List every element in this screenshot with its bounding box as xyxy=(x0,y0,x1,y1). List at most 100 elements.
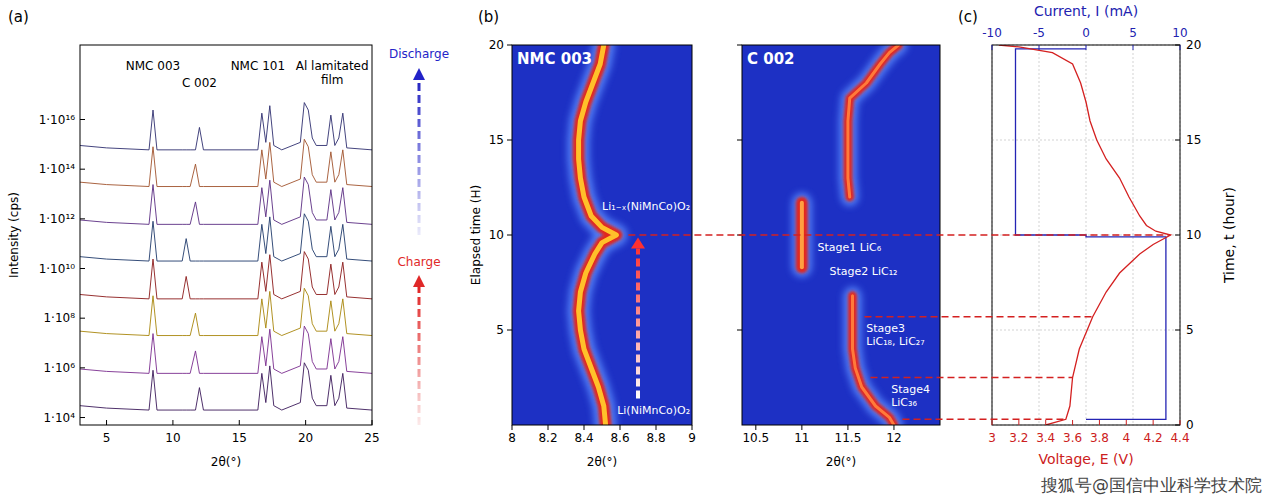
reference-lines xyxy=(628,235,1170,419)
grid-line xyxy=(992,330,1180,331)
arrow-head xyxy=(413,68,425,80)
plot-area xyxy=(80,103,372,410)
tick xyxy=(1180,45,1181,50)
spectrum xyxy=(80,363,372,410)
tick-label: 8.2 xyxy=(538,431,557,445)
tick xyxy=(847,425,848,430)
spectrum xyxy=(80,252,372,299)
arrow-head xyxy=(413,275,425,287)
tick xyxy=(80,367,85,368)
annotation: Li(NiMnCo)O₂ xyxy=(617,404,690,417)
tick xyxy=(80,119,85,120)
tick xyxy=(801,425,802,430)
annotation: NMC 003 xyxy=(126,59,180,73)
tick-label: 10 xyxy=(1186,228,1201,242)
tick-label: 3.4 xyxy=(1036,431,1055,445)
plot-frame xyxy=(80,45,372,425)
tick-label: 11.5 xyxy=(835,431,862,445)
tick xyxy=(737,330,742,331)
tick xyxy=(80,218,85,219)
tick xyxy=(507,140,512,141)
tick xyxy=(1153,420,1154,425)
annotation: Stage1 LiC₆ xyxy=(818,241,882,254)
tick-label: 12 xyxy=(886,431,901,445)
tick-label: 1·10¹⁰ xyxy=(39,262,76,276)
tick-label: 4.4 xyxy=(1170,431,1189,445)
spectrum xyxy=(80,288,372,335)
tick xyxy=(1175,330,1180,331)
arrow-head xyxy=(631,237,645,248)
tick-label: 11 xyxy=(794,431,809,445)
axis-title: Time, t (hour) xyxy=(1221,187,1237,284)
tick-label: 5 xyxy=(103,431,111,445)
tick-label: 9 xyxy=(688,431,696,445)
tick xyxy=(548,425,549,430)
panel-label: (a) xyxy=(8,8,29,26)
spectrum xyxy=(80,177,372,224)
annotation: Stage2 LiC₁₂ xyxy=(829,265,897,278)
tick xyxy=(584,425,585,430)
tick xyxy=(992,420,993,425)
tick xyxy=(656,425,657,430)
tick xyxy=(1133,45,1134,50)
spectrum xyxy=(80,103,372,150)
spectrum xyxy=(80,326,372,373)
reference-line xyxy=(628,234,1170,236)
tick xyxy=(1086,45,1087,50)
arrow xyxy=(418,80,421,235)
tick-label: 3.2 xyxy=(1009,431,1028,445)
tick xyxy=(305,420,306,425)
tick xyxy=(737,140,742,141)
tick xyxy=(80,318,85,319)
annotation: Stage4LiC₃₆ xyxy=(891,383,930,409)
peak-trace xyxy=(800,203,804,268)
tick xyxy=(1175,45,1180,46)
glow xyxy=(579,45,617,425)
panel-title: NMC 003 xyxy=(517,50,592,68)
text-line: film xyxy=(321,73,344,87)
tick xyxy=(755,425,756,430)
panel-label: (c) xyxy=(958,8,978,26)
text-line: Stage1 LiC₆ xyxy=(818,241,882,254)
tick xyxy=(372,420,373,425)
tick-label: 8.4 xyxy=(574,431,593,445)
spectrum xyxy=(80,214,372,261)
panel-c: 33.23.43.63.844.24.4-10-5051005101520Cur… xyxy=(958,3,1237,467)
tick-label: 3.8 xyxy=(1090,431,1109,445)
tick xyxy=(1099,420,1100,425)
spectrum xyxy=(80,139,372,186)
arrow xyxy=(636,248,640,398)
tick-label: 1·10¹⁴ xyxy=(39,162,76,176)
tick xyxy=(80,268,85,269)
axis-title: Intensity (cps) xyxy=(7,192,21,278)
axis-title: Voltage, E (V) xyxy=(1038,451,1133,467)
tick-label: 0 xyxy=(1082,26,1090,40)
axis-title: Elapsed time (H) xyxy=(469,185,483,285)
arrow xyxy=(418,287,421,425)
tick-label: 8 xyxy=(508,431,516,445)
tick-label: 1·10¹² xyxy=(39,212,76,226)
tick-label: 0 xyxy=(1186,418,1194,432)
reference-line xyxy=(870,377,1072,379)
tick-label: 1·10¹⁶ xyxy=(39,113,76,127)
curve xyxy=(1016,49,1166,420)
tick-label: 20 xyxy=(298,431,313,445)
panel-b1: 88.28.48.68.8951015202θ(°)Elapsed time (… xyxy=(469,8,696,469)
plot-area xyxy=(579,45,617,425)
tick xyxy=(1126,420,1127,425)
panel-b2: 10.51111.5122θ(°)C 002Stage1 LiC₆Stage2 … xyxy=(737,45,940,469)
tick xyxy=(172,420,173,425)
tick xyxy=(239,420,240,425)
tick-label: 4 xyxy=(1122,431,1130,445)
text-line: Li(NiMnCo)O₂ xyxy=(617,404,690,417)
tick-label: -10 xyxy=(982,26,1002,40)
annotation: C 002 xyxy=(182,76,217,90)
tick xyxy=(1045,420,1046,425)
tick xyxy=(1018,420,1019,425)
tick-label: 5 xyxy=(1186,323,1194,337)
text-line: NMC 003 xyxy=(126,59,180,73)
text-line: C 002 xyxy=(182,76,217,90)
tick xyxy=(1039,45,1040,50)
annotation: Li₁₋ₓ(NiMnCo)O₂ xyxy=(602,200,690,213)
tick-label: 20 xyxy=(489,38,504,52)
